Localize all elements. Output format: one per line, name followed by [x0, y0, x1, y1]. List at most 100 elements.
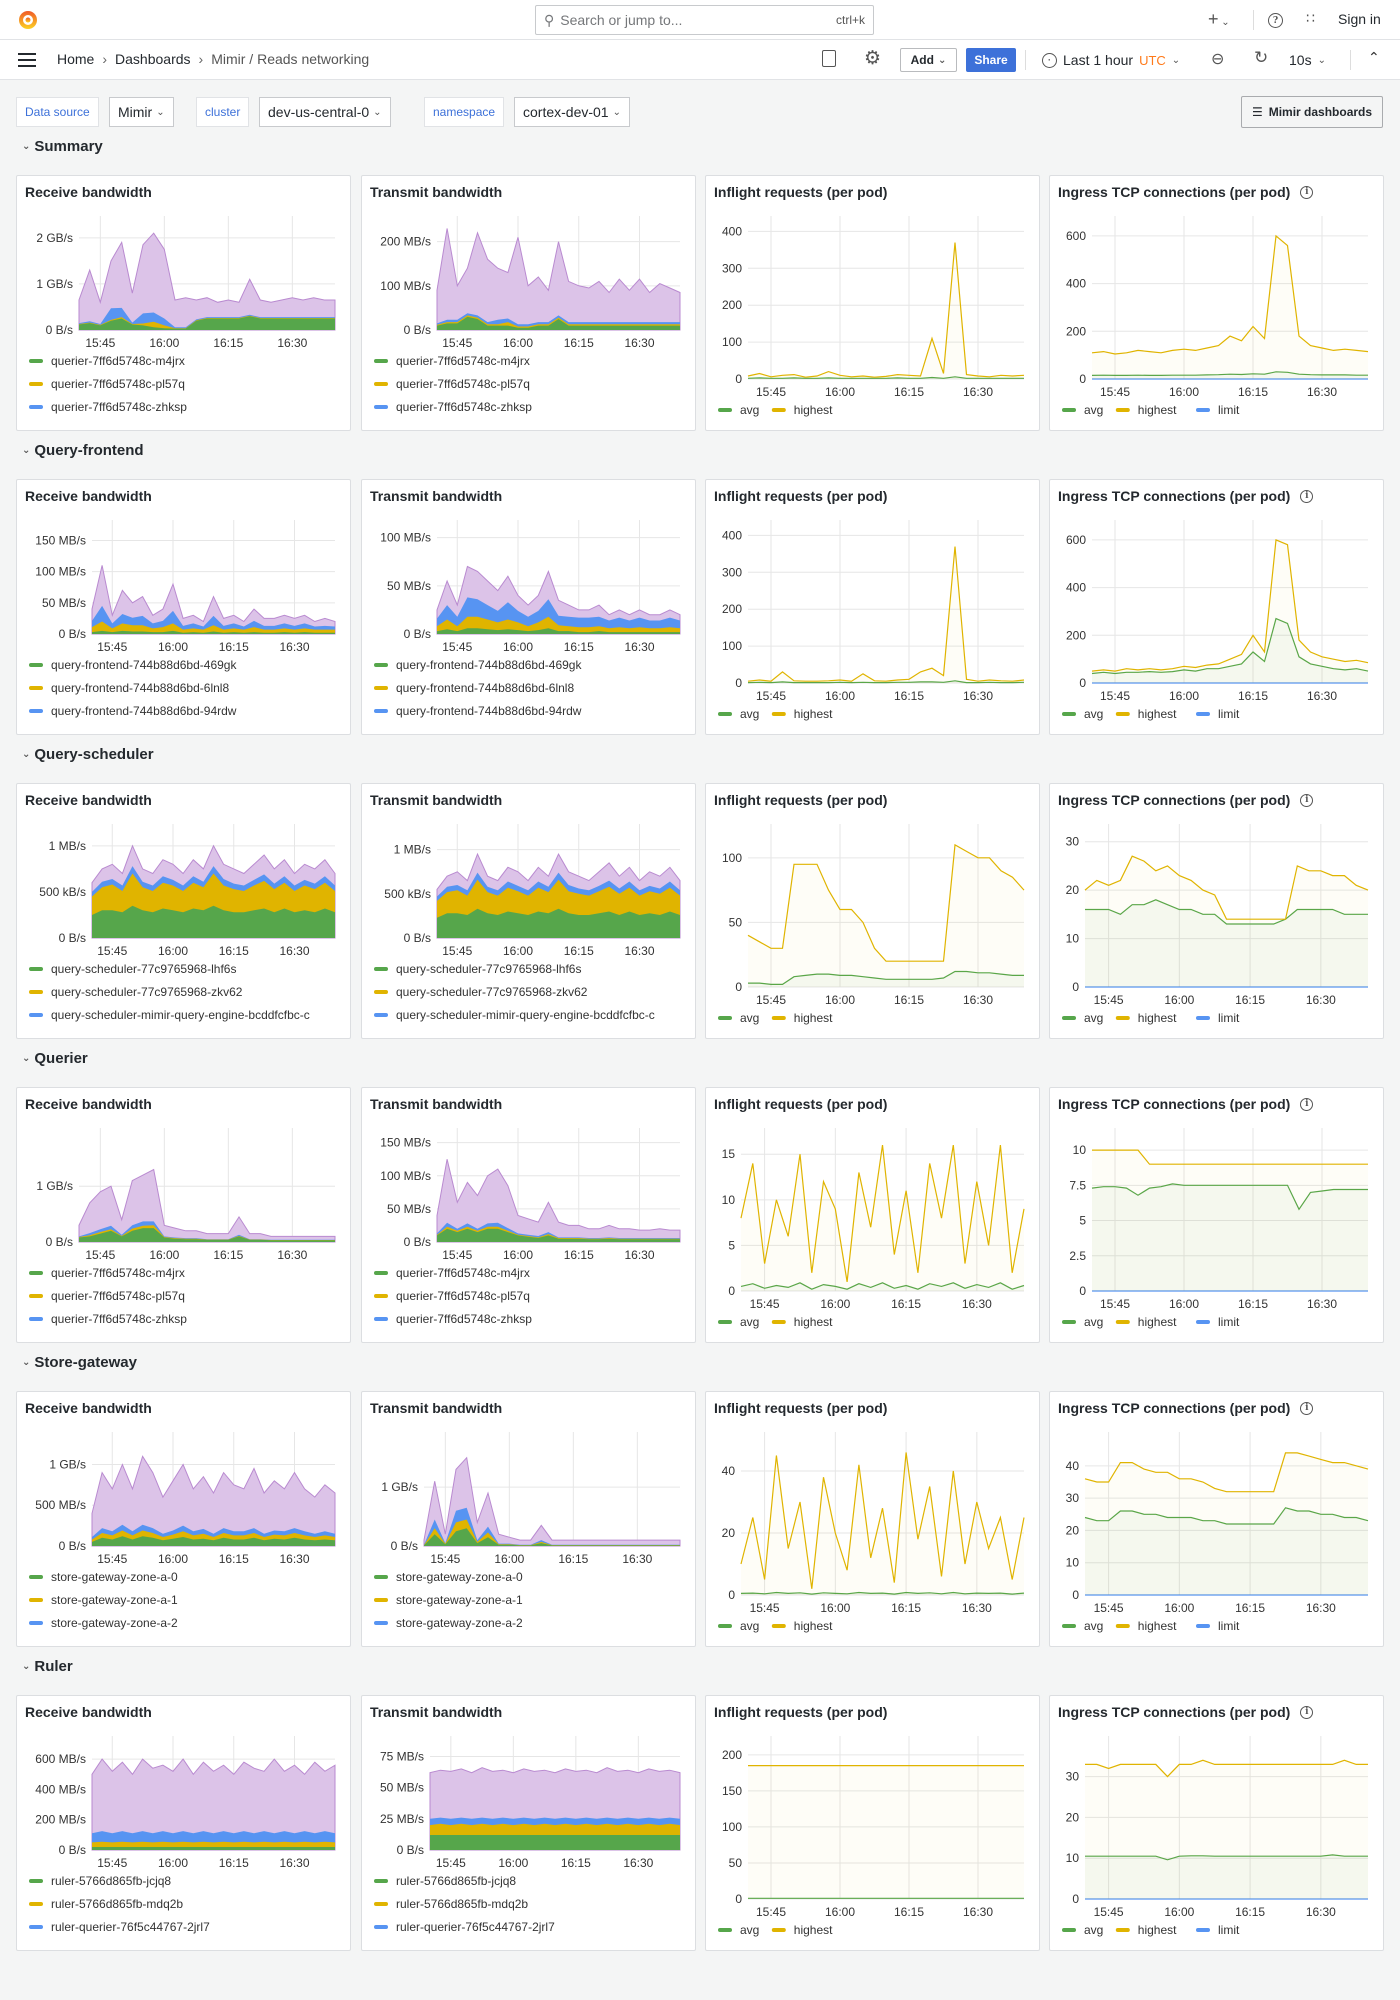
legend-item[interactable]: querier-7ff6d5748c-zhksp [396, 400, 532, 414]
legend-item[interactable]: ruler-5766d865fb-jcjq8 [396, 1874, 516, 1888]
legend-item[interactable]: store-gateway-zone-a-1 [396, 1593, 523, 1607]
legend-item[interactable]: limit [1218, 403, 1240, 417]
panel-inflight-requests-per-pod[interactable]: Inflight requests (per pod) 0 5 10 15 15:45 16… [705, 1087, 1040, 1343]
news-rss-icon[interactable]: ∷ [1306, 10, 1315, 26]
legend-item[interactable]: ruler-querier-76f5c44767-2jrl7 [51, 1920, 210, 1934]
refresh-interval-picker[interactable]: 10s ⌄ [1289, 52, 1326, 68]
legend-item[interactable]: querier-7ff6d5748c-zhksp [51, 400, 187, 414]
legend-item[interactable]: querier-7ff6d5748c-zhksp [51, 1312, 187, 1326]
panel-receive-bandwidth[interactable]: Receive bandwidth 0 B/s 200 MB/s 400 MB/s 60… [16, 1695, 351, 1951]
new-button[interactable]: + ⌄ [1208, 9, 1230, 30]
legend-item[interactable]: query-frontend-744b88d6bd-6lnl8 [51, 681, 229, 695]
legend-item[interactable]: avg [740, 1011, 759, 1025]
legend-item[interactable]: ruler-5766d865fb-jcjq8 [51, 1874, 171, 1888]
legend-item[interactable]: querier-7ff6d5748c-pl57q [396, 1289, 530, 1303]
info-icon[interactable]: i [1300, 1705, 1314, 1719]
cluster-select[interactable]: dev-us-central-0 ⌄ [259, 97, 391, 127]
panel-transmit-bandwidth[interactable]: Transmit bandwidth 0 B/s 500 kB/s 1 MB/s 15:… [361, 783, 696, 1039]
legend-item[interactable]: query-scheduler-mimir-query-engine-bcddf… [396, 1008, 655, 1022]
legend-item[interactable]: store-gateway-zone-a-0 [51, 1570, 178, 1584]
legend-item[interactable]: query-scheduler-77c9765968-zkv62 [396, 985, 588, 999]
legend-item[interactable]: highest [794, 1619, 833, 1633]
legend-item[interactable]: avg [1084, 707, 1103, 721]
info-icon[interactable]: i [1300, 1097, 1314, 1111]
legend-item[interactable]: query-frontend-744b88d6bd-6lnl8 [396, 681, 574, 695]
legend-item[interactable]: querier-7ff6d5748c-m4jrx [51, 354, 185, 368]
legend-item[interactable]: store-gateway-zone-a-2 [396, 1616, 523, 1630]
panel-ingress-tcp-connections-per-pod[interactable]: Ingress TCP connections (per pod) i 0 200 40… [1049, 175, 1384, 431]
legend-item[interactable]: ruler-5766d865fb-mdq2b [51, 1897, 183, 1911]
info-icon[interactable]: i [1300, 793, 1314, 807]
legend-item[interactable]: ruler-5766d865fb-mdq2b [396, 1897, 528, 1911]
row-header-query-frontend[interactable]: ⌄ Query-frontend [22, 442, 144, 459]
datasource-select[interactable]: Mimir ⌄ [109, 97, 174, 127]
legend-item[interactable]: limit [1218, 1619, 1240, 1633]
panel-transmit-bandwidth[interactable]: Transmit bandwidth 0 B/s 100 MB/s 200 MB/s 1… [361, 175, 696, 431]
legend-item[interactable]: query-frontend-744b88d6bd-469gk [51, 658, 237, 672]
legend-item[interactable]: highest [794, 1011, 833, 1025]
share-button[interactable]: Share [966, 48, 1016, 72]
legend-item[interactable]: querier-7ff6d5748c-pl57q [51, 377, 185, 391]
legend-item[interactable]: querier-7ff6d5748c-pl57q [51, 1289, 185, 1303]
legend-item[interactable]: querier-7ff6d5748c-zhksp [396, 1312, 532, 1326]
panel-transmit-bandwidth[interactable]: Transmit bandwidth 0 B/s 25 MB/s 50 MB/s 75 … [361, 1695, 696, 1951]
panel-transmit-bandwidth[interactable]: Transmit bandwidth 0 B/s 50 MB/s 100 MB/s 15… [361, 479, 696, 735]
legend-item[interactable]: avg [1084, 403, 1103, 417]
help-icon[interactable]: ? [1268, 13, 1283, 28]
add-button[interactable]: Add ⌄ [900, 48, 957, 72]
legend-item[interactable]: highest [794, 707, 833, 721]
mimir-dashboards-button[interactable]: ☰ Mimir dashboards [1241, 96, 1383, 128]
legend-item[interactable]: highest [1138, 403, 1177, 417]
legend-item[interactable]: limit [1218, 1315, 1240, 1329]
legend-item[interactable]: avg [740, 707, 759, 721]
legend-item[interactable]: store-gateway-zone-a-1 [51, 1593, 178, 1607]
legend-item[interactable]: querier-7ff6d5748c-m4jrx [51, 1266, 185, 1280]
panel-ingress-tcp-connections-per-pod[interactable]: Ingress TCP connections (per pod) i 0 10 20 3… [1049, 783, 1384, 1039]
panel-inflight-requests-per-pod[interactable]: Inflight requests (per pod) 0 20 40 15:45 16:… [705, 1391, 1040, 1647]
legend-item[interactable]: avg [1084, 1011, 1103, 1025]
legend-item[interactable]: query-frontend-744b88d6bd-94rdw [51, 704, 237, 718]
panel-ingress-tcp-connections-per-pod[interactable]: Ingress TCP connections (per pod) i 0 2.5 5 7… [1049, 1087, 1384, 1343]
legend-item[interactable]: avg [1084, 1315, 1103, 1329]
legend-item[interactable]: ruler-querier-76f5c44767-2jrl7 [396, 1920, 555, 1934]
legend-item[interactable]: highest [1138, 707, 1177, 721]
info-icon[interactable]: i [1300, 1401, 1314, 1415]
panel-receive-bandwidth[interactable]: Receive bandwidth 0 B/s 50 MB/s 100 MB/s 150… [16, 479, 351, 735]
legend-item[interactable]: highest [1138, 1923, 1177, 1937]
breadcrumb-home[interactable]: Home [57, 51, 95, 67]
menu-hamburger-icon[interactable] [18, 53, 36, 67]
row-header-ruler[interactable]: ⌄ Ruler [22, 1658, 73, 1675]
panel-transmit-bandwidth[interactable]: Transmit bandwidth 0 B/s 50 MB/s 100 MB/s 15… [361, 1087, 696, 1343]
legend-item[interactable]: avg [740, 1923, 759, 1937]
legend-item[interactable]: query-scheduler-77c9765968-zkv62 [51, 985, 243, 999]
panel-inflight-requests-per-pod[interactable]: Inflight requests (per pod) 0 100 200 300 400… [705, 479, 1040, 735]
legend-item[interactable]: limit [1218, 1923, 1240, 1937]
legend-item[interactable]: query-scheduler-mimir-query-engine-bcddf… [51, 1008, 310, 1022]
legend-item[interactable]: avg [740, 1315, 759, 1329]
panel-receive-bandwidth[interactable]: Receive bandwidth 0 B/s 500 kB/s 1 MB/s 15:4… [16, 783, 351, 1039]
save-dashboard-icon[interactable] [822, 50, 836, 67]
panel-ingress-tcp-connections-per-pod[interactable]: Ingress TCP connections (per pod) i 0 10 20 3… [1049, 1695, 1384, 1951]
info-icon[interactable]: i [1300, 185, 1314, 199]
legend-item[interactable]: store-gateway-zone-a-2 [51, 1616, 178, 1630]
panel-receive-bandwidth[interactable]: Receive bandwidth 0 B/s 1 GB/s 2 GB/s 15:45 1… [16, 175, 351, 431]
refresh-icon[interactable]: ↻ [1254, 48, 1269, 67]
time-range-picker[interactable]: · Last 1 hour UTC ⌄ [1042, 52, 1180, 68]
legend-item[interactable]: querier-7ff6d5748c-m4jrx [396, 354, 530, 368]
legend-item[interactable]: querier-7ff6d5748c-m4jrx [396, 1266, 530, 1280]
legend-item[interactable]: store-gateway-zone-a-0 [396, 1570, 523, 1584]
legend-item[interactable]: avg [1084, 1619, 1103, 1633]
sign-in-link[interactable]: Sign in [1338, 11, 1381, 27]
collapse-chevron-up-icon[interactable]: ⌃ [1368, 49, 1380, 65]
legend-item[interactable]: query-scheduler-77c9765968-lhf6s [51, 962, 236, 976]
row-header-store-gateway[interactable]: ⌄ Store-gateway [22, 1354, 137, 1371]
legend-item[interactable]: query-frontend-744b88d6bd-94rdw [396, 704, 582, 718]
row-header-querier[interactable]: ⌄ Querier [22, 1050, 88, 1067]
panel-inflight-requests-per-pod[interactable]: Inflight requests (per pod) 0 100 200 300 400… [705, 175, 1040, 431]
legend-item[interactable]: query-frontend-744b88d6bd-469gk [396, 658, 582, 672]
legend-item[interactable]: query-scheduler-77c9765968-lhf6s [396, 962, 581, 976]
legend-item[interactable]: highest [1138, 1011, 1177, 1025]
row-header-summary[interactable]: ⌄ Summary [22, 138, 103, 155]
panel-receive-bandwidth[interactable]: Receive bandwidth 0 B/s 1 GB/s 15:45 16:00 16… [16, 1087, 351, 1343]
search-input[interactable]: ⚲ Search or jump to... ctrl+k [535, 5, 874, 35]
